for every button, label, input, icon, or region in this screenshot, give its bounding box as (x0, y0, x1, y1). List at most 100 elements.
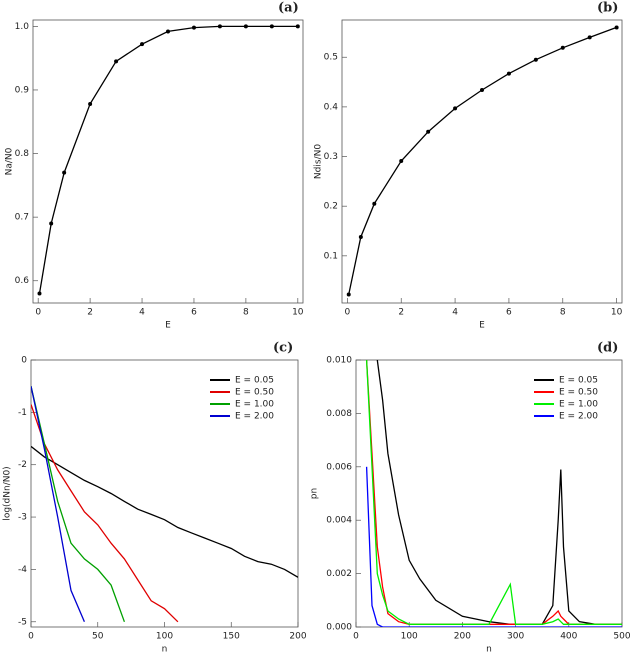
x-tick-label: 10 (611, 308, 623, 318)
data-point (506, 71, 511, 76)
data-point (49, 221, 54, 226)
y-tick-label: 0.006 (326, 462, 352, 472)
y-tick-label: 0 (21, 356, 27, 366)
data-point (372, 201, 377, 206)
x-tick-label: 6 (191, 308, 197, 318)
data-line (365, 360, 622, 625)
data-point (62, 170, 67, 175)
data-line (348, 26, 617, 295)
data-point (295, 24, 300, 29)
x-tick-label: 10 (292, 308, 304, 318)
x-tick-label: 500 (613, 632, 630, 642)
y-tick-label: -3 (18, 513, 27, 523)
x-axis-label: n (486, 645, 492, 654)
data-line (38, 25, 298, 294)
y-tick-label: 0.008 (326, 409, 352, 419)
y-tick-label: 0.6 (15, 276, 30, 286)
data-line (365, 466, 622, 627)
y-tick-label: 0.7 (15, 213, 29, 223)
data-line (365, 360, 622, 625)
panel-title: (c) (273, 341, 293, 356)
x-axis-label: E (479, 321, 485, 331)
data-point (269, 24, 274, 29)
data-point (88, 101, 93, 106)
y-tick-label: 1.0 (15, 22, 30, 32)
x-tick-label: 6 (506, 308, 512, 318)
data-point (453, 106, 458, 111)
y-axis-label: Ndis/N0 (314, 144, 324, 179)
plot-frame (32, 19, 304, 304)
legend-label: E = 1.00 (235, 400, 274, 410)
panel-title: (b) (597, 1, 618, 16)
legend-label: E = 0.05 (235, 376, 274, 386)
x-tick-label: 4 (452, 308, 458, 318)
y-tick-label: 0.000 (326, 623, 352, 633)
x-tick-label: 50 (92, 632, 104, 642)
y-tick-label: -4 (18, 565, 27, 575)
y-tick-label: 0.9 (15, 85, 30, 95)
data-point (37, 291, 42, 296)
data-line (31, 404, 179, 623)
data-point (587, 35, 592, 40)
legend-label: E = 0.50 (235, 388, 274, 398)
panel-title: (d) (597, 341, 618, 356)
data-point (614, 25, 619, 30)
data-line (31, 386, 126, 623)
x-tick-label: 400 (560, 632, 577, 642)
x-tick-label: 150 (223, 632, 240, 642)
data-point (114, 59, 119, 64)
x-tick-label: 2 (87, 308, 93, 318)
y-tick-label: -5 (18, 617, 27, 627)
x-tick-label: 8 (560, 308, 566, 318)
legend-label: E = 2.00 (235, 412, 274, 422)
x-axis-label: n (162, 645, 168, 654)
y-tick-label: 0.1 (324, 251, 338, 261)
y-tick-label: 0.3 (324, 152, 338, 162)
y-tick-label: 0.004 (326, 516, 352, 526)
legend-label: E = 0.05 (559, 376, 598, 386)
data-point (399, 159, 404, 164)
y-tick-label: 0.5 (324, 53, 338, 63)
data-point (560, 45, 565, 50)
plot-frame (341, 19, 623, 304)
y-tick-label: 0.010 (326, 356, 352, 366)
x-tick-label: 2 (398, 308, 404, 318)
data-point (346, 292, 351, 297)
panel-title: (a) (278, 1, 299, 16)
legend-label: E = 0.50 (559, 388, 598, 398)
x-tick-label: 100 (401, 632, 418, 642)
y-tick-label: 0.8 (15, 149, 30, 159)
data-line (31, 445, 298, 578)
x-tick-label: 8 (243, 308, 249, 318)
y-tick-label: 0.2 (324, 202, 338, 212)
y-axis-label: Na/N0 (5, 147, 15, 175)
data-point (480, 88, 484, 93)
x-tick-label: 0 (353, 632, 359, 642)
y-tick-label: 0.002 (326, 569, 352, 579)
x-tick-label: 0 (345, 308, 351, 318)
y-axis-label: pn (310, 488, 320, 499)
x-tick-label: 200 (454, 632, 471, 642)
data-point (191, 25, 196, 30)
data-point (243, 24, 248, 29)
data-line (31, 386, 85, 623)
data-point (166, 29, 170, 34)
x-axis-label: E (165, 321, 171, 331)
x-tick-label: 4 (139, 308, 145, 318)
y-axis-label: log(dNn/N0) (3, 466, 13, 520)
legend-label: E = 2.00 (559, 412, 598, 422)
x-tick-label: 0 (35, 308, 41, 318)
x-tick-label: 100 (156, 632, 173, 642)
data-point (140, 42, 145, 47)
x-tick-label: 200 (289, 632, 306, 642)
y-tick-label: -1 (18, 408, 27, 418)
data-point (358, 234, 363, 239)
data-point (426, 129, 431, 134)
legend-label: E = 1.00 (559, 400, 598, 410)
y-tick-label: 0.4 (324, 102, 339, 112)
data-point (217, 24, 222, 29)
y-tick-label: -2 (18, 460, 27, 470)
x-tick-label: 300 (507, 632, 524, 642)
data-point (533, 57, 538, 62)
x-tick-label: 0 (28, 632, 34, 642)
